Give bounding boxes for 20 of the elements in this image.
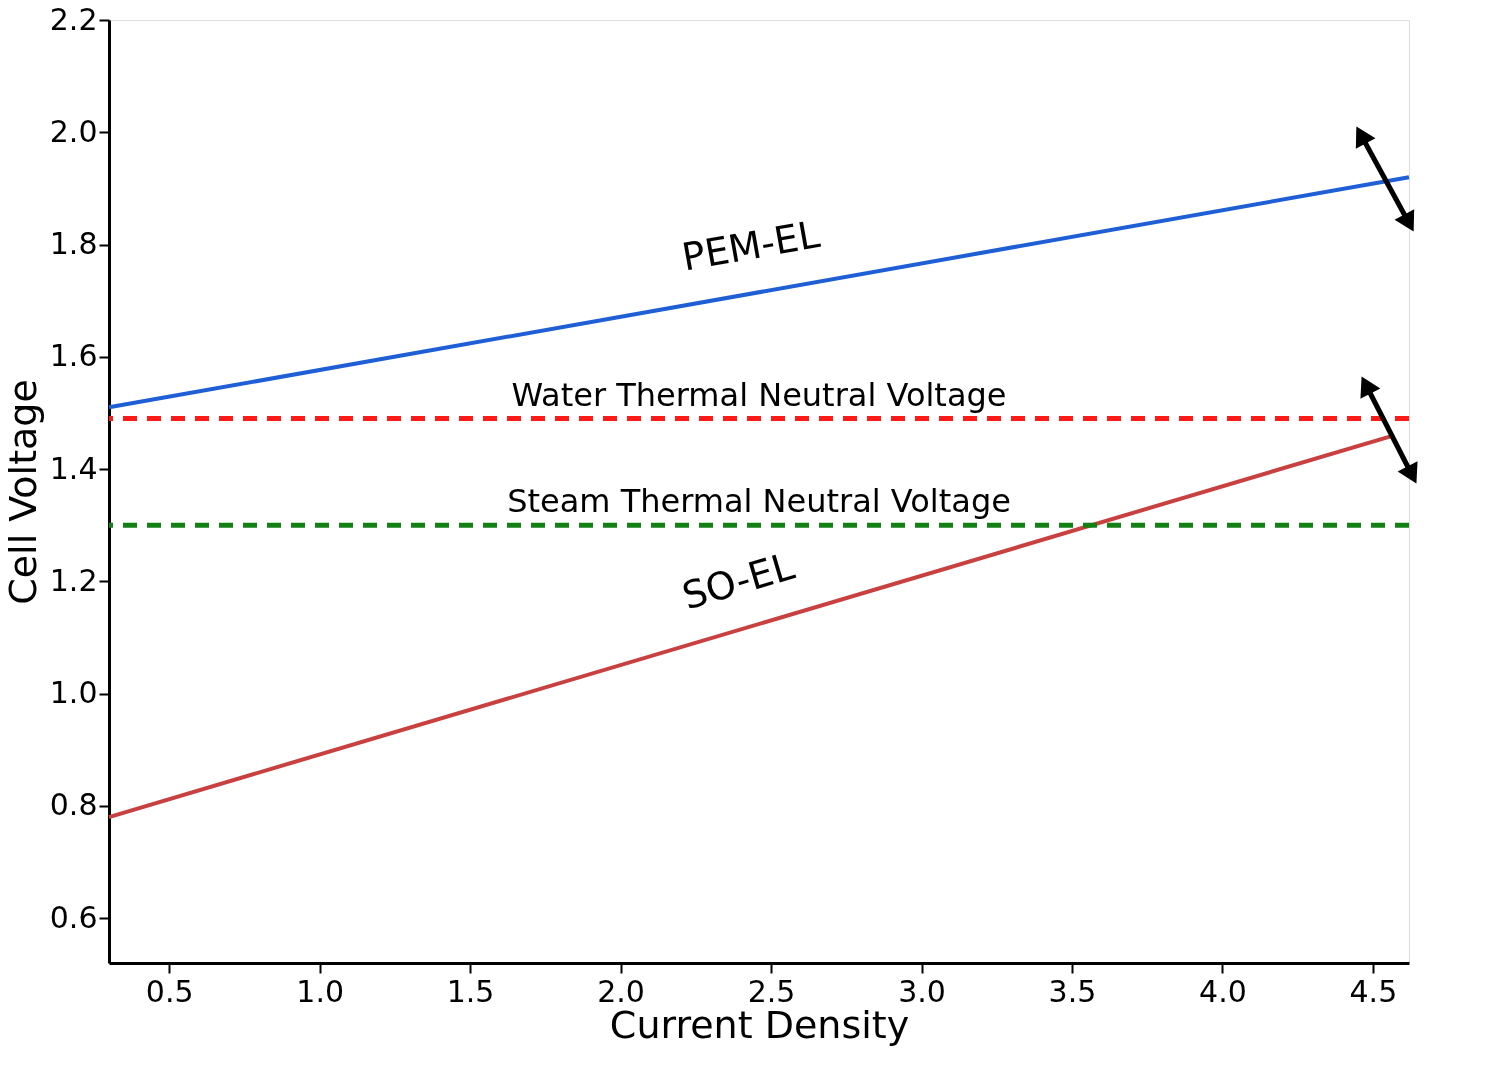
x-tick-label: 4.0: [1199, 973, 1247, 1009]
text: SO-EL: [677, 543, 799, 619]
y-tick-label: 1.0: [49, 675, 98, 711]
y-tick-label: 1.2: [49, 562, 98, 598]
y-tick-label: 2.0: [49, 113, 98, 149]
x-tick-label: 4.5: [1349, 973, 1398, 1009]
y-tick-label: 2.2: [49, 1, 98, 37]
text: PEM-EL: [678, 212, 823, 280]
y-tick-label: 0.8: [49, 787, 98, 823]
y-tick-label: 0.6: [49, 899, 98, 935]
y-tick-label: 1.6: [49, 338, 98, 374]
y-tick-label: 1.8: [49, 226, 98, 262]
ref-line-label: Steam Thermal Neutral Voltage: [507, 482, 1011, 521]
x-tick-label: 1.0: [296, 973, 345, 1009]
ref-line-label: Water Thermal Neutral Voltage: [511, 375, 1007, 414]
x-tick-label: 1.5: [446, 973, 495, 1009]
y-tick-label: 1.4: [49, 450, 98, 486]
x-tick-label: 3.5: [1048, 973, 1097, 1009]
y-axis-title: Cell Voltage: [0, 379, 45, 605]
x-tick-label: 0.5: [145, 973, 194, 1009]
